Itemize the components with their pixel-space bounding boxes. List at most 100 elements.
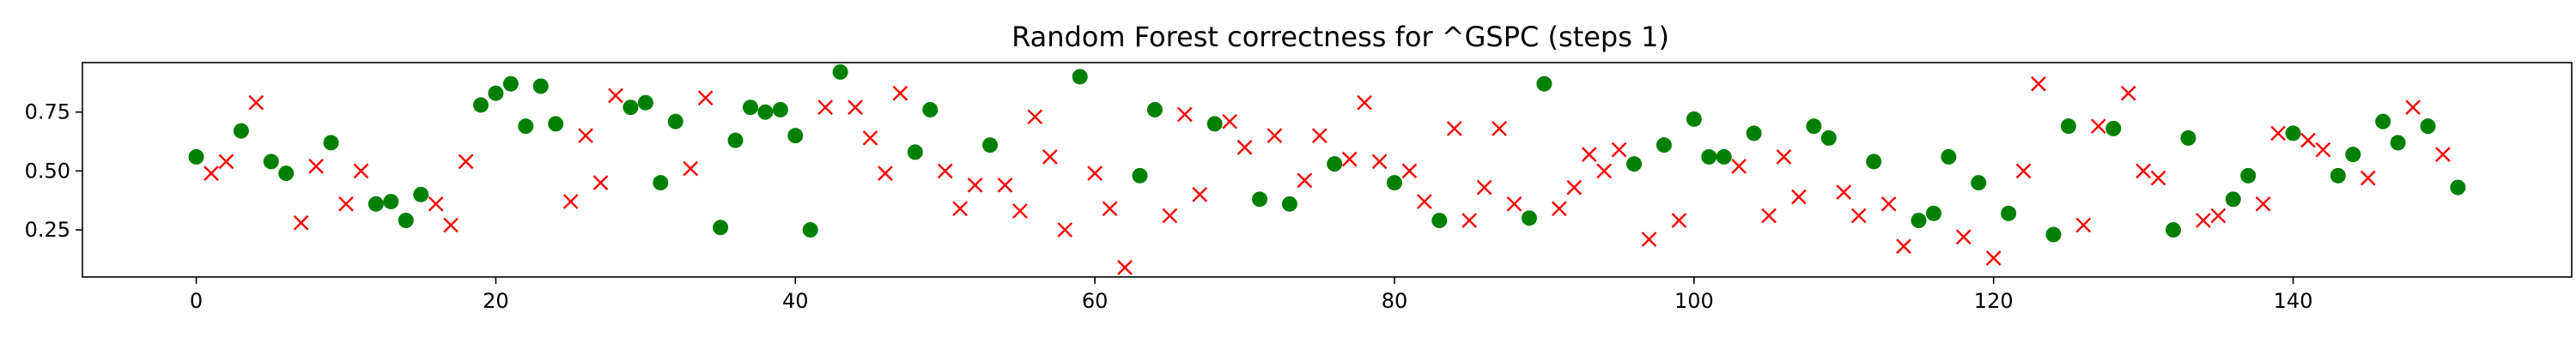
point-incorrect — [1027, 109, 1043, 125]
point-incorrect — [338, 196, 354, 212]
point-correct — [727, 132, 744, 148]
point-incorrect — [1192, 186, 1208, 202]
point-incorrect — [1552, 201, 1567, 217]
point-correct — [1132, 167, 1148, 184]
point-correct — [922, 101, 939, 117]
series-incorrect — [204, 75, 2451, 275]
point-correct — [1536, 75, 1552, 92]
point-incorrect — [218, 153, 234, 170]
point-correct — [1252, 191, 1268, 208]
point-incorrect — [1176, 106, 1193, 123]
point-incorrect — [2196, 213, 2211, 228]
point-incorrect — [1371, 153, 1388, 170]
point-correct — [1911, 213, 1927, 229]
point-incorrect — [1267, 128, 1283, 144]
point-incorrect — [1836, 184, 1852, 200]
point-correct — [667, 113, 683, 129]
x-tick-label: 120 — [1974, 289, 2014, 313]
point-incorrect — [1012, 203, 1028, 219]
point-correct — [398, 213, 414, 229]
point-incorrect — [2405, 99, 2421, 116]
point-incorrect — [1896, 238, 1911, 255]
point-correct — [2420, 118, 2436, 135]
point-incorrect — [2075, 217, 2092, 233]
point-incorrect — [2015, 163, 2032, 179]
point-incorrect — [1102, 201, 1118, 217]
point-correct — [787, 128, 804, 144]
point-incorrect — [683, 160, 699, 177]
point-incorrect — [1222, 113, 1237, 129]
point-correct — [323, 135, 339, 151]
point-correct — [518, 118, 534, 135]
point-correct — [488, 85, 504, 101]
point-incorrect — [1611, 141, 1627, 158]
point-correct — [907, 144, 923, 160]
point-incorrect — [1641, 232, 1657, 247]
point-correct — [1521, 210, 1537, 226]
point-incorrect — [1476, 179, 1492, 196]
point-incorrect — [308, 159, 324, 174]
point-correct — [1971, 175, 1987, 191]
point-incorrect — [1357, 94, 1372, 111]
point-correct — [383, 194, 399, 210]
point-incorrect — [2150, 170, 2166, 186]
x-tick-label: 60 — [1082, 289, 1109, 313]
point-correct — [1806, 118, 1822, 135]
point-correct — [2330, 167, 2346, 184]
point-correct — [802, 222, 818, 238]
point-correct — [772, 101, 788, 117]
point-correct — [713, 220, 729, 236]
point-incorrect — [2136, 163, 2151, 179]
point-incorrect — [1671, 213, 1687, 228]
y-tick-label: 0.25 — [25, 218, 70, 242]
point-incorrect — [608, 87, 623, 104]
point-incorrect — [2255, 196, 2271, 212]
x-tick-label: 20 — [483, 289, 509, 313]
point-correct — [233, 123, 249, 139]
point-correct — [502, 75, 519, 92]
point-incorrect — [1761, 208, 1777, 224]
point-incorrect — [1581, 147, 1597, 162]
point-incorrect — [1492, 121, 1507, 136]
data-points — [188, 63, 2466, 275]
point-incorrect — [578, 128, 593, 144]
point-incorrect — [892, 85, 908, 101]
point-incorrect — [1446, 121, 1462, 136]
point-incorrect — [967, 178, 983, 193]
point-correct — [532, 78, 549, 94]
point-correct — [2240, 167, 2257, 184]
point-incorrect — [1506, 196, 1522, 212]
point-correct — [623, 99, 639, 116]
point-incorrect — [1985, 250, 2002, 266]
y-tick-label: 0.75 — [25, 100, 70, 124]
point-incorrect — [2315, 141, 2331, 158]
point-incorrect — [862, 130, 878, 146]
point-incorrect — [1731, 159, 1747, 174]
point-incorrect — [428, 196, 444, 212]
y-axis: 0.25 0.50 0.75 — [25, 100, 82, 242]
point-incorrect — [1311, 128, 1327, 144]
point-incorrect — [458, 153, 474, 170]
point-incorrect — [562, 194, 579, 209]
point-correct — [2390, 135, 2406, 151]
point-correct — [2450, 179, 2466, 196]
point-incorrect — [2120, 85, 2136, 101]
point-incorrect — [937, 163, 953, 179]
point-correct — [472, 97, 489, 113]
point-incorrect — [1880, 196, 1897, 212]
y-tick-label: 0.50 — [25, 159, 70, 183]
point-correct — [2166, 222, 2182, 238]
chart-title: Random Forest correctness for ^GSPC (ste… — [1012, 21, 1669, 53]
point-correct — [2001, 205, 2017, 221]
point-incorrect — [997, 178, 1013, 193]
point-correct — [1281, 196, 1297, 212]
point-incorrect — [1776, 149, 1792, 165]
point-correct — [263, 153, 279, 170]
point-correct — [1206, 116, 1223, 132]
x-axis: 0 20 40 60 80 100 120 140 — [190, 277, 2312, 313]
point-correct — [2180, 129, 2196, 146]
point-incorrect — [2090, 118, 2106, 135]
point-correct — [1626, 156, 1643, 172]
point-correct — [1820, 129, 1837, 146]
